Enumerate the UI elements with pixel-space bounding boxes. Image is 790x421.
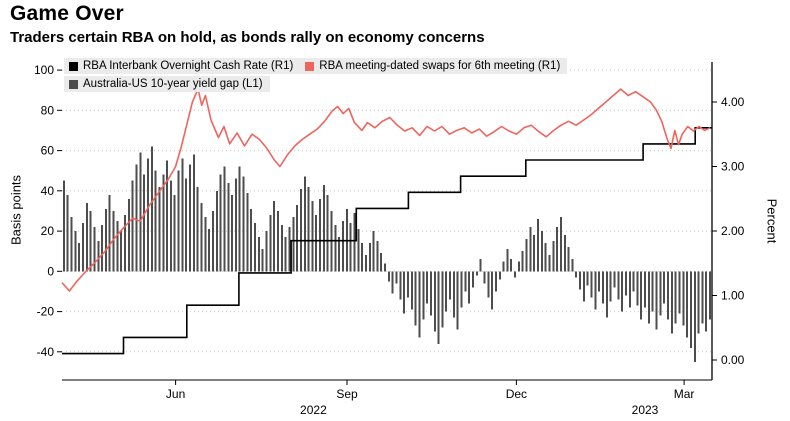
x-tick-label: Mar xyxy=(674,387,695,401)
legend-item-swaps: RBA meeting-dated swaps for 6th meeting … xyxy=(300,58,568,74)
right-tick-label: 4.00 xyxy=(721,95,745,109)
left-tick-label: -20 xyxy=(37,305,55,319)
yield-gap-bars xyxy=(62,146,712,362)
left-tick-label: -40 xyxy=(37,345,55,359)
left-tick-label: 40 xyxy=(41,184,55,198)
x-year-label: 2023 xyxy=(632,403,659,417)
left-axis-title: Basis points xyxy=(8,174,24,246)
left-tick-label: 0 xyxy=(47,264,54,278)
chart-header: Game Over Traders certain RBA on hold, a… xyxy=(10,2,485,46)
x-year-label: 2022 xyxy=(300,403,327,417)
legend-item-cash-rate: RBA Interbank Overnight Cash Rate (R1) xyxy=(64,58,301,74)
cash-rate-step-line xyxy=(62,127,712,355)
right-axis-title: Percent xyxy=(764,198,780,244)
legend-label-cash-rate: RBA Interbank Overnight Cash Rate (R1) xyxy=(83,60,294,72)
legend-swatch-yield-gap xyxy=(69,79,78,89)
left-tick-label: 60 xyxy=(41,144,55,158)
swaps-line xyxy=(61,88,711,292)
legend-swatch-cash-rate xyxy=(69,61,78,71)
right-tick-label: 1.00 xyxy=(721,289,745,303)
legend-label-yield-gap: Australia-US 10-year yield gap (L1) xyxy=(83,78,263,90)
chart-subtitle: Traders certain RBA on hold, as bonds ra… xyxy=(10,29,485,46)
legend-label-swaps: RBA meeting-dated swaps for 6th meeting … xyxy=(319,60,561,72)
x-tick-label: Sep xyxy=(336,387,358,401)
right-tick-label: 0.00 xyxy=(721,353,745,367)
axes xyxy=(62,62,713,381)
legend-item-yield-gap: Australia-US 10-year yield gap (L1) xyxy=(64,76,270,92)
chart-title: Game Over xyxy=(10,2,124,25)
x-axis-ticks: Jun Sep Dec Mar 2022 2023 xyxy=(166,380,695,417)
right-axis-ticks: 4.00 3.00 2.00 1.00 0.00 xyxy=(712,95,745,367)
right-tick-label: 3.00 xyxy=(721,160,745,174)
left-tick-label: 20 xyxy=(41,224,55,238)
x-tick-label: Dec xyxy=(506,387,527,401)
chart-legend: RBA Interbank Overnight Cash Rate (R1) R… xyxy=(64,58,644,92)
left-axis-ticks: 100 80 60 40 20 0 -20 -40 xyxy=(34,63,62,359)
legend-swatch-swaps xyxy=(305,61,315,71)
left-tick-label: 80 xyxy=(41,103,55,117)
right-tick-label: 2.00 xyxy=(721,224,745,238)
left-tick-label: 100 xyxy=(34,63,54,77)
x-tick-label: Jun xyxy=(166,387,185,401)
